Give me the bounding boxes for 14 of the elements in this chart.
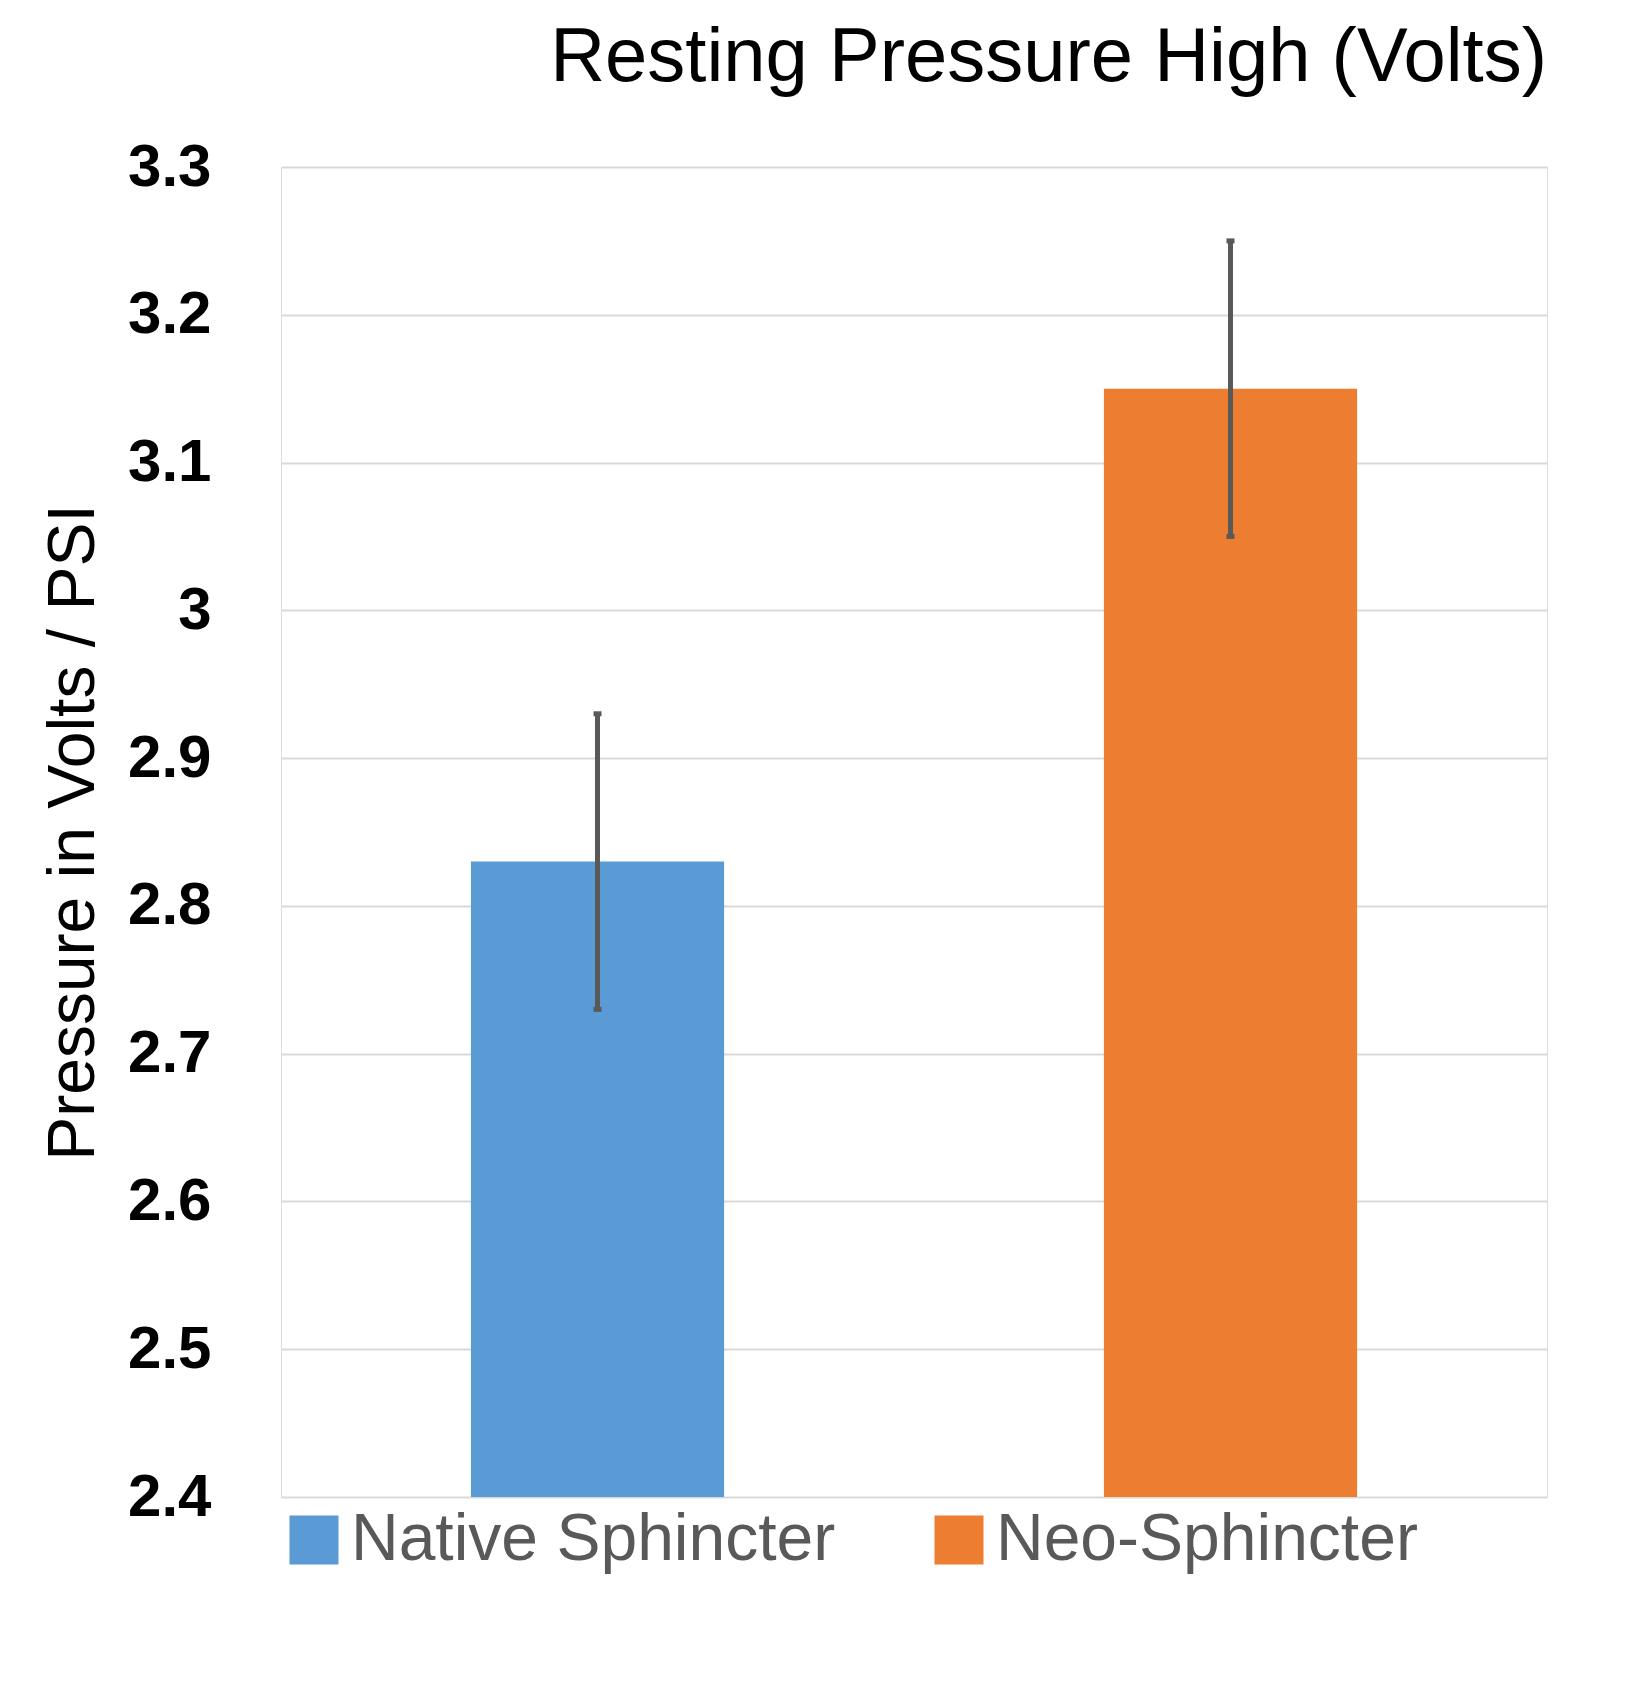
y-tick-label: 3 xyxy=(178,574,212,642)
legend-label: Native Sphincter xyxy=(351,1500,836,1574)
y-tick-label: 2.4 xyxy=(128,1461,213,1529)
y-tick-label: 3.2 xyxy=(128,279,212,347)
legend-label: Neo-Sphincter xyxy=(996,1500,1418,1574)
y-tick-label: 2.8 xyxy=(128,870,212,938)
y-axis-title: Pressure in Volts / PSI xyxy=(34,504,109,1161)
y-tick-label: 3.1 xyxy=(128,427,212,495)
y-tick-label: 2.5 xyxy=(128,1313,212,1381)
y-tick-label: 2.7 xyxy=(128,1018,212,1086)
y-tick-label: 2.6 xyxy=(128,1165,212,1233)
y-tick-label: 2.9 xyxy=(128,722,212,790)
chart-title: Resting Pressure High (Volts) xyxy=(550,12,1547,97)
y-tick-label: 3.3 xyxy=(128,131,212,199)
